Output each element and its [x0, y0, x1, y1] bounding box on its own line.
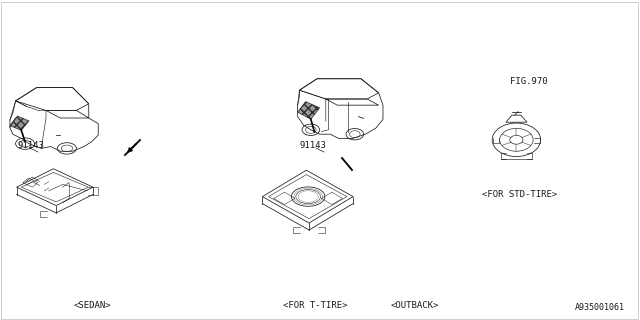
Polygon shape	[298, 102, 319, 119]
Text: 91143: 91143	[18, 140, 45, 149]
Text: FIG.970: FIG.970	[510, 77, 548, 86]
Polygon shape	[10, 116, 29, 130]
Text: <FOR STD-TIRE>: <FOR STD-TIRE>	[483, 190, 557, 199]
Text: <FOR T-TIRE>: <FOR T-TIRE>	[283, 301, 348, 310]
Text: A935001061: A935001061	[575, 303, 625, 312]
Text: <SEDAN>: <SEDAN>	[73, 301, 111, 310]
Text: <OUTBACK>: <OUTBACK>	[391, 301, 439, 310]
Text: 91143: 91143	[300, 140, 327, 149]
